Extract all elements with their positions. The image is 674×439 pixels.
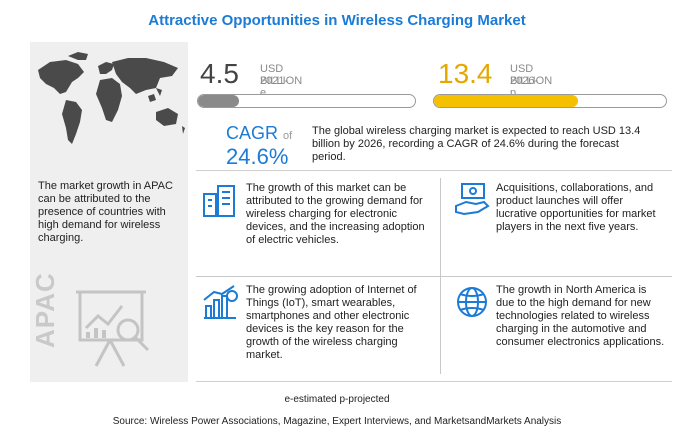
analytics-board-icon [76, 290, 150, 367]
cagr-label: CAGR of [226, 123, 292, 144]
stat-2021-bar [197, 94, 416, 108]
stat-2021-value: 4.5 [200, 58, 239, 89]
stat-2026-bar [433, 94, 667, 108]
points-frame [196, 170, 672, 382]
cagr-description: The global wireless charging market is e… [312, 125, 641, 163]
cagr-value: 24.6% [226, 144, 289, 169]
point-opportunities: Acquisitions, collaborations, and produc… [496, 182, 656, 233]
stat-2021-year: 2021-e [260, 75, 289, 99]
apac-label: APAC [30, 272, 60, 348]
money-hand-icon [455, 183, 490, 216]
apac-note: The market growth in APAC can be attribu… [38, 180, 173, 244]
point-growth-drivers: The growth of this market can be attribu… [246, 182, 425, 246]
world-map-icon [38, 52, 185, 144]
stat-2026-year: 2026-p [510, 75, 539, 99]
source-note: Source: Wireless Power Associations, Mag… [112, 416, 562, 427]
cagr-label-text: CAGR [226, 123, 279, 143]
point-iot-adoption: The growing adoption of Internet of Thin… [246, 284, 417, 361]
page-title: Attractive Opportunities in Wireless Cha… [148, 12, 526, 29]
stat-2021-unit: USD BILLION [260, 63, 303, 87]
globe-icon [457, 287, 487, 317]
footnote: e-estimated p-projected [284, 394, 390, 405]
cagr-of: of [283, 130, 293, 142]
stat-2026-value: 13.4 [438, 58, 493, 89]
building-chart-icon [203, 185, 235, 217]
apac-panel: The market growth in APAC can be attribu… [30, 42, 188, 382]
point-north-america: The growth in North America is due to th… [496, 284, 665, 348]
points-divider-v [440, 178, 441, 374]
stat-2021-bar-fill [198, 95, 240, 107]
points-divider-h [196, 276, 672, 277]
stat-2026-bar-fill [434, 95, 578, 107]
stat-2026-unit: USD BILLION [510, 63, 553, 87]
growth-chart-icon [203, 285, 238, 319]
